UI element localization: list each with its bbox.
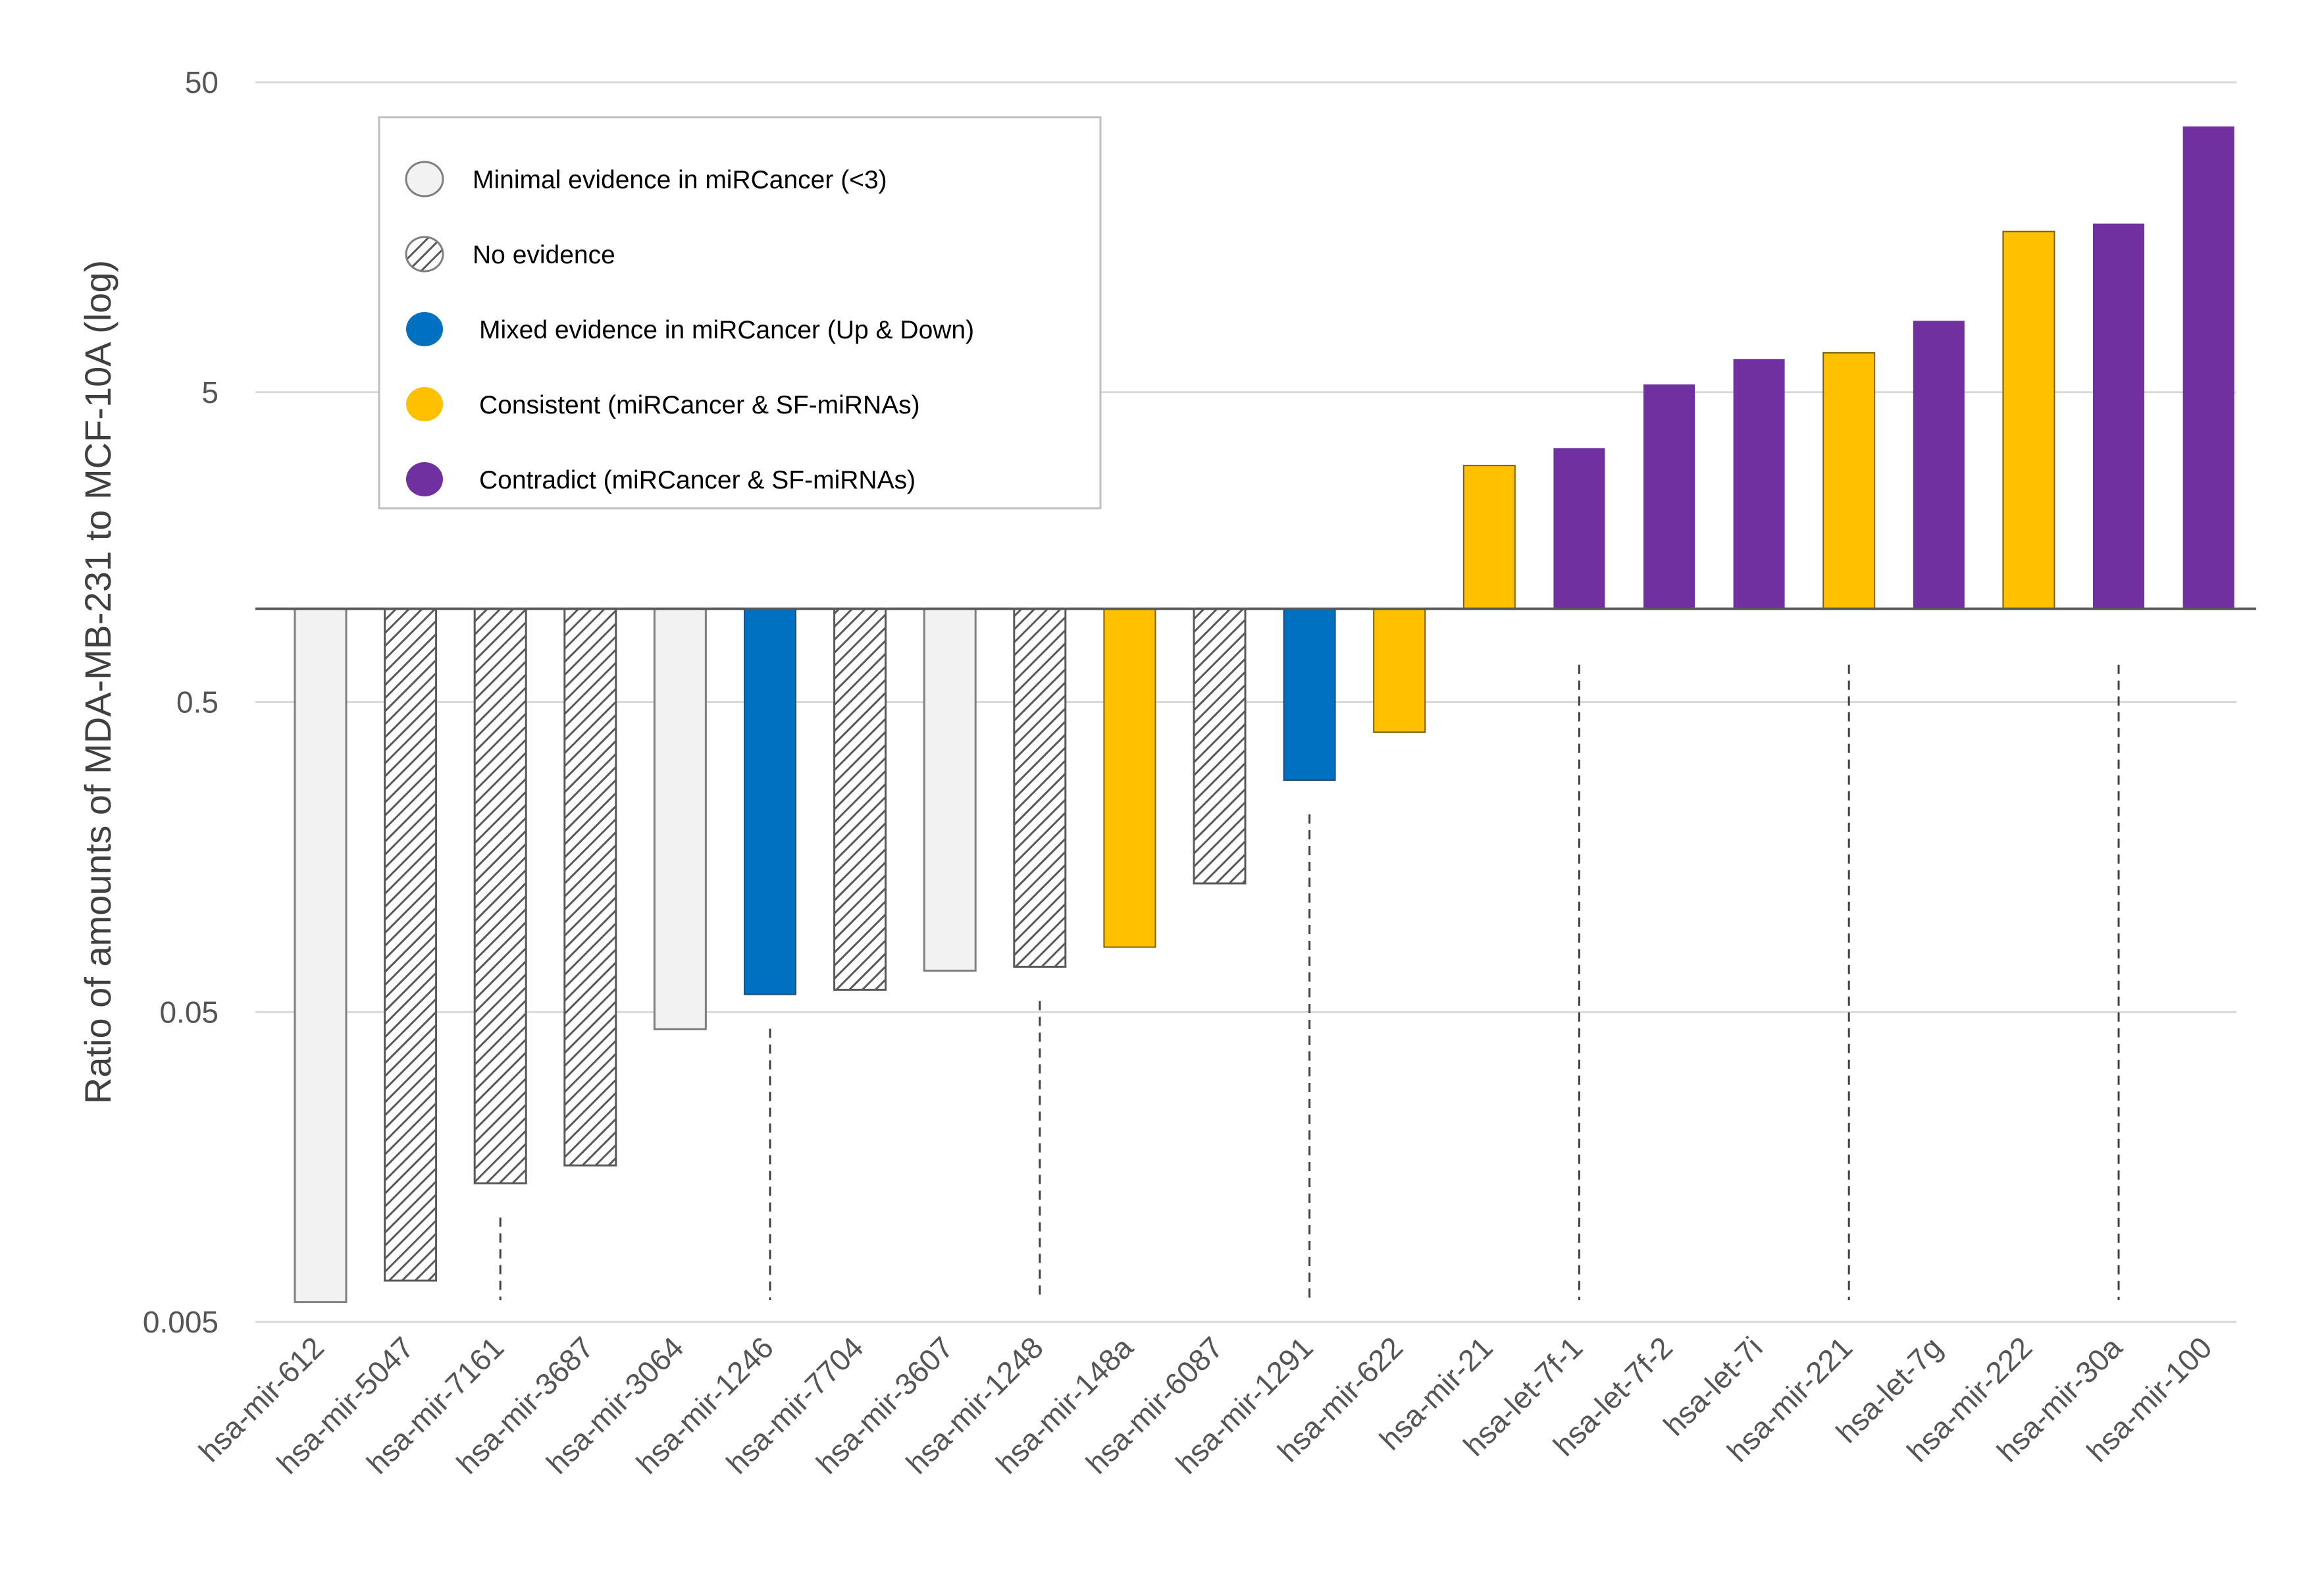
bar-hsa-mir-612	[294, 608, 348, 1304]
y-tick-label: 50	[185, 65, 219, 99]
bar-hsa-mir-3064	[653, 608, 707, 1030]
y-axis-ticks: 50 5 0.5 0.05 0.005	[143, 65, 219, 1339]
bar-hsa-let-7f-1	[1553, 448, 1605, 609]
legend-label-none: No evidence	[473, 241, 615, 269]
bar-hsa-mir-222	[2002, 230, 2055, 610]
bar-hsa-mir-5047	[384, 608, 438, 1282]
bar-hsa-mir-7161	[473, 608, 527, 1185]
y-axis-label: Ratio of amounts of MDA-MB-231 to MCF-10…	[77, 260, 118, 1104]
bar-hsa-let-7i	[1733, 359, 1785, 609]
legend-swatch-minimal	[405, 161, 444, 198]
legend-box	[378, 116, 1102, 510]
bar-hsa-mir-148a	[1103, 608, 1156, 948]
legend: Minimal evidence in miRCancer (<3) No evi…	[378, 116, 1102, 510]
bar-hsa-mir-30a	[2093, 223, 2144, 609]
y-tick-label: 5	[201, 375, 219, 409]
bar-hsa-mir-622	[1373, 608, 1426, 733]
legend-swatch-consistent	[406, 387, 443, 421]
y-tick-label: 0.05	[159, 995, 219, 1029]
bar-hsa-mir-1291	[1283, 608, 1336, 781]
legend-label-consistent: Consistent (miRCancer & SF-miRNAs)	[479, 391, 920, 419]
dashed-markers	[499, 664, 2120, 1300]
legend-label-minimal: Minimal evidence in miRCancer (<3)	[473, 166, 887, 194]
bar-hsa-mir-100	[2182, 126, 2234, 609]
bar-hsa-mir-3607	[923, 608, 977, 972]
bar-hsa-mir-7704	[833, 608, 887, 991]
bar-hsa-mir-1248	[1013, 608, 1067, 968]
legend-label-mixed: Mixed evidence in miRCancer (Up & Down)	[479, 316, 974, 344]
bar-hsa-let-7f-2	[1643, 384, 1695, 609]
y-tick-label: 0.5	[176, 685, 219, 720]
x-axis-categories: hsa-mir-612hsa-mir-5047hsa-mir-7161hsa-m…	[192, 1330, 2219, 1481]
y-tick-label: 0.005	[143, 1305, 219, 1339]
legend-swatch-none	[405, 236, 444, 273]
legend-label-contradict: Contradict (miRCancer & SF-miRNAs)	[479, 466, 916, 494]
legend-swatch-mixed	[406, 312, 443, 346]
bar-hsa-let-7g	[1913, 321, 1965, 609]
bar-hsa-mir-3687	[563, 608, 617, 1167]
bar-hsa-mir-6087	[1193, 608, 1247, 885]
bar-hsa-mir-1246	[744, 608, 796, 995]
bars	[294, 126, 2234, 1304]
bar-hsa-mir-221	[1822, 352, 1876, 610]
legend-swatch-contradict	[406, 462, 443, 496]
bar-hsa-mir-21	[1462, 465, 1516, 610]
